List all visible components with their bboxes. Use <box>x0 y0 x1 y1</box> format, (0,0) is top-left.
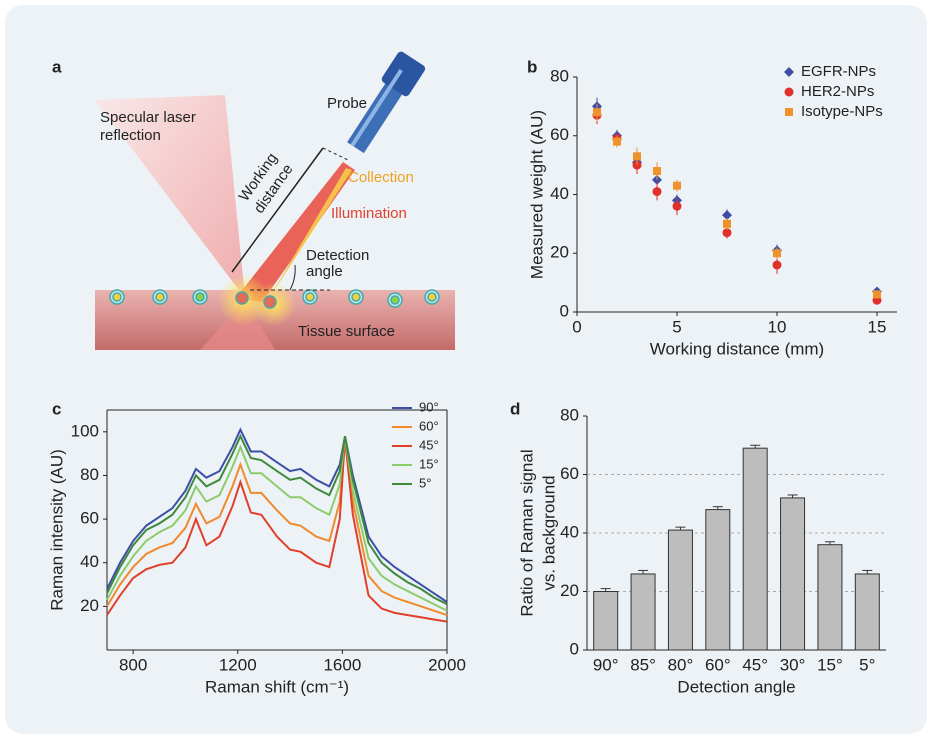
x-axis-label: Detection angle <box>677 677 795 696</box>
x-tick-label: 2000 <box>428 655 466 674</box>
bar <box>743 448 767 650</box>
legend-label: 45° <box>419 437 439 452</box>
legend-label: HER2-NPs <box>801 83 874 100</box>
diagram-label: Collection <box>348 169 414 186</box>
point <box>873 290 881 298</box>
y-tick-label: 60 <box>550 125 569 144</box>
bar <box>818 545 842 650</box>
y-tick-label: 40 <box>80 552 99 571</box>
diagram-label: Probe <box>327 95 367 112</box>
x-tick-label: 0 <box>572 317 581 336</box>
y-tick-label: 80 <box>550 66 569 85</box>
y-axis-label: vs. background <box>539 475 558 590</box>
bar <box>594 592 618 651</box>
point <box>633 152 641 160</box>
bar <box>706 510 730 650</box>
point <box>593 108 601 116</box>
x-tick-label: 15° <box>817 655 843 674</box>
x-tick-label: 80° <box>668 655 694 674</box>
x-tick-label: 15 <box>868 317 887 336</box>
x-tick-label: 5 <box>672 317 681 336</box>
point <box>613 138 621 146</box>
panel-label: d <box>510 399 520 418</box>
x-tick-label: 1200 <box>219 655 257 674</box>
diagram-label: Detection <box>306 247 369 264</box>
y-tick-label: 20 <box>550 243 569 262</box>
point <box>653 167 661 175</box>
x-tick-label: 1600 <box>323 655 361 674</box>
bar <box>668 530 692 650</box>
y-axis-label: Ratio of Raman signal <box>517 449 536 616</box>
y-axis-label: Raman intensity (AU) <box>47 449 66 611</box>
point <box>773 261 782 270</box>
figure: a Specular laser reflection Probe Workin… <box>0 0 932 739</box>
x-tick-label: 85° <box>630 655 656 674</box>
y-tick-label: 40 <box>550 184 569 203</box>
y-tick-label: 20 <box>80 596 99 615</box>
point <box>773 249 781 257</box>
legend-label: 5° <box>419 475 431 490</box>
legend-label: 90° <box>419 399 439 414</box>
panel-label: b <box>527 57 537 76</box>
point <box>653 187 662 196</box>
y-tick-label: 40 <box>560 522 579 541</box>
y-tick-label: 20 <box>560 581 579 600</box>
point <box>723 220 731 228</box>
x-tick-label: 10 <box>768 317 787 336</box>
diagram-label: Specular laser <box>100 109 196 126</box>
diagram-label: angle <box>306 263 343 280</box>
y-tick-label: 80 <box>560 405 579 424</box>
x-axis-label: Working distance (mm) <box>650 339 824 358</box>
point <box>673 202 682 211</box>
panel-label: c <box>52 399 61 418</box>
panel-label: a <box>52 57 62 76</box>
x-axis-label: Raman shift (cm⁻¹) <box>205 677 349 696</box>
y-tick-label: 100 <box>71 421 99 440</box>
bar <box>855 574 879 650</box>
diagram-label: Illumination <box>331 205 407 222</box>
y-tick-label: 80 <box>80 465 99 484</box>
y-tick-label: 0 <box>560 301 569 320</box>
x-tick-label: 45° <box>742 655 768 674</box>
legend-marker <box>785 108 793 116</box>
x-tick-label: 30° <box>780 655 806 674</box>
x-tick-label: 60° <box>705 655 731 674</box>
y-axis-label: Measured weight (AU) <box>527 110 546 279</box>
bar <box>781 498 805 650</box>
legend-label: 60° <box>419 418 439 433</box>
y-tick-label: 60 <box>560 464 579 483</box>
x-tick-label: 800 <box>119 655 147 674</box>
y-tick-label: 0 <box>570 639 579 658</box>
legend-label: Isotype-NPs <box>801 103 883 120</box>
y-tick-label: 60 <box>80 509 99 528</box>
diagram-label: Tissue surface <box>298 323 395 340</box>
bar <box>631 574 655 650</box>
page: {"diagram": {"panel": "a", "specular": [… <box>0 0 932 739</box>
legend-label: EGFR-NPs <box>801 63 876 80</box>
point <box>673 182 681 190</box>
legend-label: 15° <box>419 456 439 471</box>
x-tick-label: 5° <box>859 655 875 674</box>
x-tick-label: 90° <box>593 655 619 674</box>
legend-marker <box>785 88 794 97</box>
diagram-label: reflection <box>100 127 161 144</box>
